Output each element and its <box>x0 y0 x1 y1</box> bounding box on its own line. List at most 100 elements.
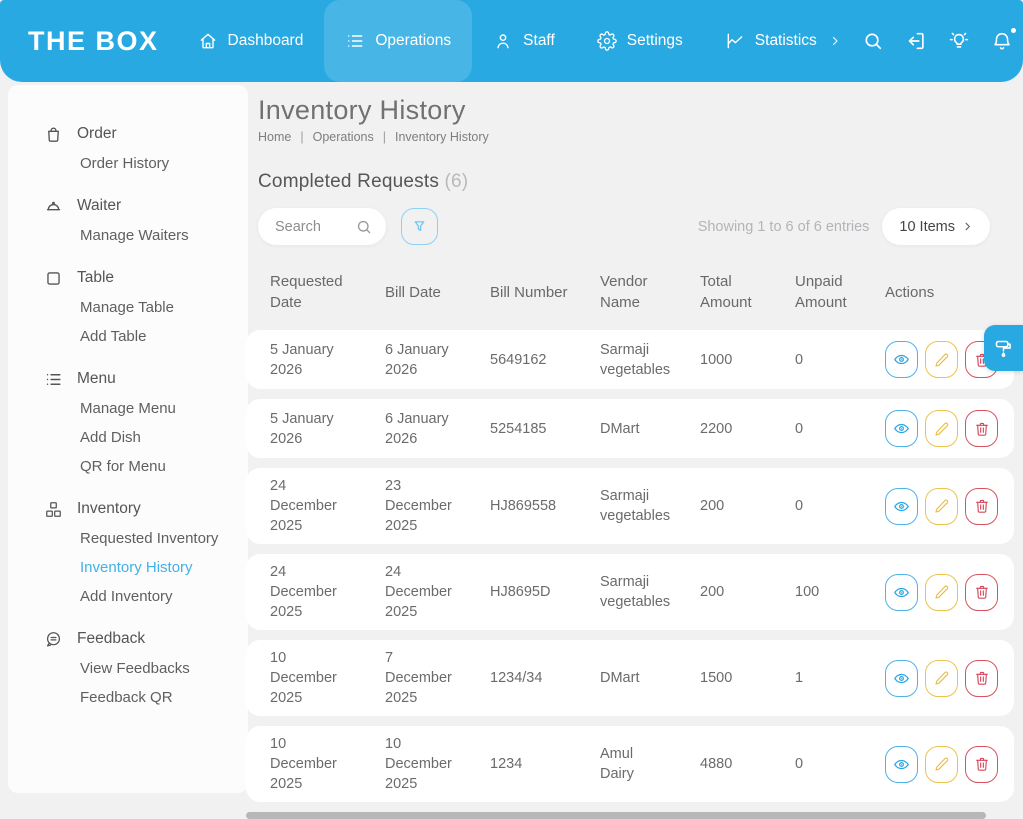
delete-button[interactable] <box>965 659 998 697</box>
sidebar-group-order[interactable]: Order <box>44 119 248 149</box>
pencil-icon <box>934 756 950 772</box>
pencil-icon <box>934 670 950 686</box>
shopping-bag-icon <box>44 125 63 144</box>
cell-total-amount: 200 <box>700 498 725 514</box>
showing-entries-text: Showing 1 to 6 of 6 entries <box>697 218 870 235</box>
delete-button[interactable] <box>965 410 998 447</box>
bell-icon[interactable] <box>991 28 1016 52</box>
cell-unpaid-amount: 100 <box>795 584 820 600</box>
table-row: 10 December 2025 7 December 2025 1234/34… <box>246 640 1014 716</box>
nav-settings[interactable]: Settings <box>576 0 704 82</box>
view-button[interactable] <box>885 745 918 783</box>
sidebar-item-manage-table[interactable]: Manage Table <box>80 299 174 316</box>
edit-button[interactable] <box>925 573 958 611</box>
view-button[interactable] <box>885 410 918 447</box>
sidebar: Order Order History Waiter Manage Waiter… <box>8 85 248 793</box>
breadcrumb-operations[interactable]: Operations <box>312 130 374 144</box>
view-button[interactable] <box>885 487 918 525</box>
cell-bill-date: 6 January 2026 <box>385 410 449 447</box>
sidebar-group-menu[interactable]: Menu <box>44 364 248 394</box>
sidebar-item-add-inventory[interactable]: Add Inventory <box>80 588 173 605</box>
funnel-icon <box>411 218 428 235</box>
app-logo[interactable]: THE BOX <box>28 25 159 56</box>
nav-label: Settings <box>626 32 683 49</box>
table-row: 24 December 2025 23 December 2025 HJ8695… <box>246 468 1014 544</box>
sidebar-group-label: Feedback <box>77 630 146 647</box>
top-navbar: THE BOX Dashboard Operations Staff Setti… <box>0 0 1023 82</box>
delete-button[interactable] <box>965 573 998 611</box>
sidebar-item-inventory-history[interactable]: Inventory History <box>80 559 193 576</box>
edit-button[interactable] <box>925 341 958 378</box>
items-per-page-button[interactable]: 10 Items <box>882 208 990 245</box>
cell-requested-date: 10 December 2025 <box>270 650 337 706</box>
cell-requested-date: 5 January 2026 <box>270 341 334 378</box>
trash-icon <box>974 498 990 514</box>
trash-icon <box>974 756 990 772</box>
cell-total-amount: 200 <box>700 584 725 600</box>
lightbulb-icon[interactable] <box>948 30 970 52</box>
cell-total-amount: 4880 <box>700 756 733 772</box>
search-icon[interactable] <box>355 218 373 236</box>
cell-bill-number: 1234 <box>490 756 523 772</box>
row-actions <box>885 573 1014 611</box>
sidebar-item-qr-for-menu[interactable]: QR for Menu <box>80 458 166 475</box>
list-icon <box>44 370 63 389</box>
pencil-icon <box>934 584 950 600</box>
sidebar-item-view-feedbacks[interactable]: View Feedbacks <box>80 660 190 677</box>
sidebar-item-feedback-qr[interactable]: Feedback QR <box>80 689 173 706</box>
cell-bill-date: 23 December 2025 <box>385 478 452 534</box>
logout-icon[interactable] <box>905 30 927 52</box>
sidebar-item-order-history[interactable]: Order History <box>80 155 170 172</box>
nav-operations[interactable]: Operations <box>324 0 473 82</box>
breadcrumb-separator: | <box>382 130 386 144</box>
search-icon[interactable] <box>862 30 884 52</box>
pencil-icon <box>934 498 950 514</box>
cell-requested-date: 24 December 2025 <box>270 478 337 534</box>
delete-button[interactable] <box>965 487 998 525</box>
filter-button[interactable] <box>401 208 438 245</box>
topbar-actions <box>862 18 1023 64</box>
cell-total-amount: 1000 <box>700 351 733 368</box>
cell-bill-number: 5254185 <box>490 420 547 437</box>
cell-total-amount: 2200 <box>700 420 733 437</box>
search-input[interactable] <box>275 218 347 235</box>
sidebar-item-add-dish[interactable]: Add Dish <box>80 429 141 446</box>
cell-bill-date: 7 December 2025 <box>385 650 452 706</box>
cell-vendor-name: DMart <box>600 670 640 686</box>
sidebar-group-table[interactable]: Table <box>44 263 248 293</box>
view-button[interactable] <box>885 341 918 378</box>
table-body: 5 January 2026 6 January 2026 5649162 Sa… <box>246 330 1014 802</box>
nav-staff[interactable]: Staff <box>472 0 576 82</box>
sidebar-group-waiter[interactable]: Waiter <box>44 191 248 221</box>
horizontal-scrollbar[interactable] <box>246 812 986 819</box>
paint-roller-icon <box>993 338 1014 359</box>
cell-vendor-name: Sarmaji vegetables <box>600 341 671 378</box>
sidebar-group-feedback[interactable]: Feedback <box>44 624 248 654</box>
row-actions <box>885 659 1014 697</box>
breadcrumb-home[interactable]: Home <box>258 130 292 144</box>
speech-bubble-icon <box>44 630 63 649</box>
table-row: 5 January 2026 6 January 2026 5254185 DM… <box>246 399 1014 458</box>
theme-customizer-button[interactable] <box>984 325 1023 371</box>
cell-bill-date: 24 December 2025 <box>385 564 452 620</box>
edit-button[interactable] <box>925 487 958 525</box>
pencil-icon <box>934 421 950 437</box>
sidebar-item-manage-waiters[interactable]: Manage Waiters <box>80 227 189 244</box>
sidebar-item-requested-inventory[interactable]: Requested Inventory <box>80 530 219 547</box>
delete-button[interactable] <box>965 745 998 783</box>
sidebar-item-add-table[interactable]: Add Table <box>80 328 147 345</box>
view-button[interactable] <box>885 573 918 611</box>
nav-statistics[interactable]: Statistics <box>704 0 862 82</box>
edit-button[interactable] <box>925 410 958 447</box>
sidebar-item-manage-menu[interactable]: Manage Menu <box>80 400 176 417</box>
nav-dashboard[interactable]: Dashboard <box>177 0 325 82</box>
edit-button[interactable] <box>925 745 958 783</box>
table-row: 24 December 2025 24 December 2025 HJ8695… <box>246 554 1014 630</box>
edit-button[interactable] <box>925 659 958 697</box>
view-button[interactable] <box>885 659 918 697</box>
sidebar-group-inventory[interactable]: Inventory <box>44 494 248 524</box>
column-header-requested-date: Requested Date <box>270 273 343 311</box>
sidebar-group-label: Menu <box>77 370 116 387</box>
notification-dot <box>1010 28 1016 33</box>
search-box[interactable] <box>258 208 386 245</box>
